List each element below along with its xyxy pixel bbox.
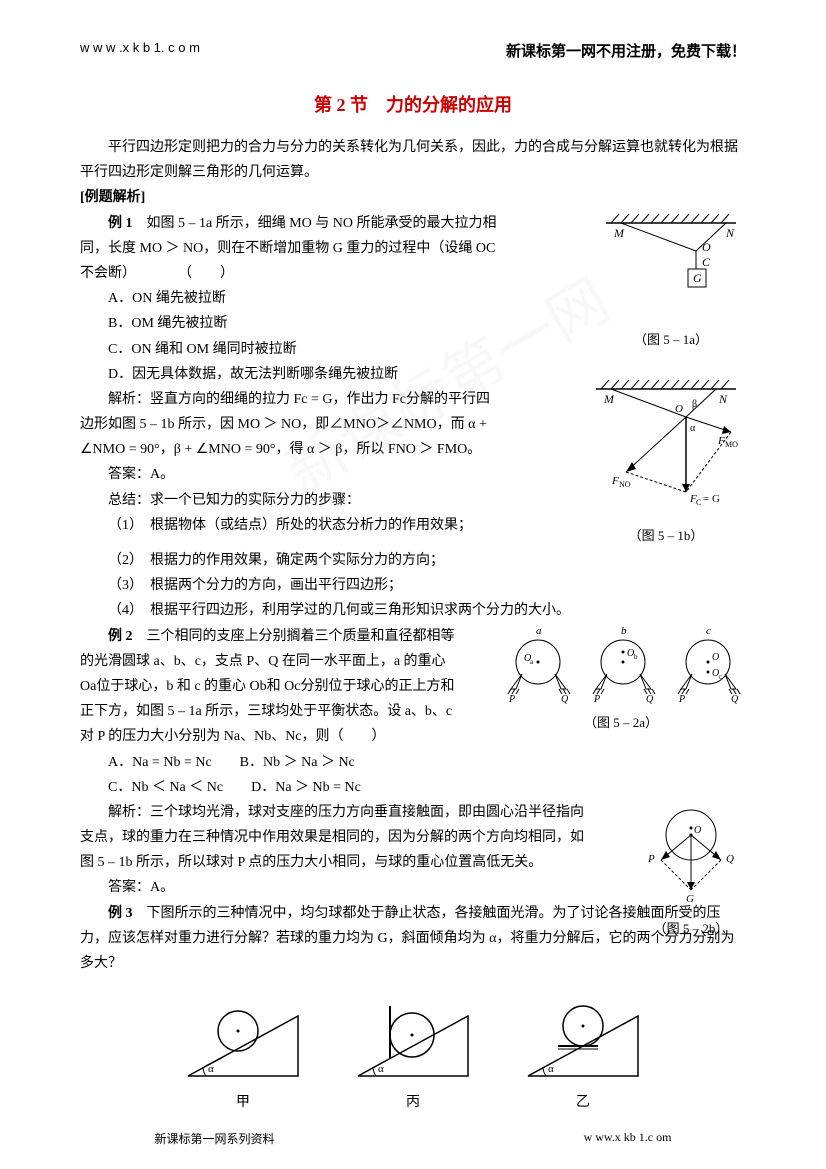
svg-text:α: α — [208, 1063, 214, 1075]
svg-text:C: C — [696, 498, 701, 507]
svg-text:G: G — [686, 893, 694, 905]
analysis-heading: [例题解析] — [80, 185, 746, 210]
svg-text:c: c — [706, 625, 711, 637]
diagram-yi-label: 乙 — [518, 1091, 648, 1111]
svg-text:α: α — [548, 1063, 554, 1075]
section-title: 第 2 节 力的分解的应用 — [80, 91, 746, 117]
footer-left: 新课标第一网系列资料 — [155, 1130, 275, 1147]
ex1-answer: 答案：A。 — [80, 462, 500, 487]
svg-text:Q: Q — [646, 694, 654, 704]
diagram-jia: α 甲 — [178, 996, 308, 1111]
ex1-step1: （1） 根据物体（或结点）所处的状态分析力的作用效果； — [80, 513, 500, 538]
figure-5-1b: M N O β α FMO FNO FC = G （图 5 – 1b） — [586, 377, 746, 544]
svg-text:α: α — [378, 1063, 384, 1075]
svg-text:α: α — [690, 423, 696, 434]
ex2-solution: 解析：三个球均光滑，球对支座的压力方向垂直接触面，即由圆心沿半径指向支点，球的重… — [80, 800, 590, 876]
ex3-diagrams: α 甲 α 丙 α 乙 — [80, 996, 746, 1111]
svg-text:F: F — [611, 475, 619, 487]
svg-text:C: C — [702, 255, 711, 269]
svg-text:MO: MO — [725, 440, 738, 449]
header-slogan: 新课标第一网不用注册，免费下载！ — [506, 40, 746, 61]
ex1-step2: （2） 根据力的作用效果，确定两个实际分力的方向； — [80, 548, 746, 573]
svg-text:b: b — [621, 625, 627, 637]
svg-text:P: P — [647, 853, 655, 865]
svg-text:N: N — [718, 392, 728, 406]
figure-5-2a: a Oa PQ b Ob PQ c O Oc — [496, 624, 746, 731]
example-1-block: M N O C G （图 5 – 1a） 例 1 如图 5 – 1a 所示，细绳… — [80, 211, 746, 387]
footer-right: w ww.x kb 1.c om — [584, 1130, 672, 1147]
svg-text:P: P — [593, 694, 600, 704]
ex2-options-row2: C．Nb ＜ Na ＜ Nc D．Na ＞ Nb = Nc — [80, 775, 746, 800]
svg-text:F: F — [717, 435, 725, 447]
fig-5-1b-label: （图 5 – 1b） — [586, 525, 746, 544]
ex2-question: 例 2 三个相同的支座上分别搁着三个质量和直径都相等的光滑圆球 a、b、c，支点… — [80, 624, 460, 750]
svg-text:M: M — [603, 392, 615, 406]
intro-paragraph: 平行四边形定则把力的合力与分力的关系转化为几何关系，因此，力的合成与分解运算也就… — [80, 135, 746, 185]
svg-text:Q: Q — [726, 853, 734, 865]
diagram-yi: α 乙 — [518, 996, 648, 1111]
ex2-options-row1: A．Na = Nb = Nc B．Nb ＞ Na ＞ Nc — [80, 750, 746, 775]
ex1-step3: （3） 根据两个分力的方向，画出平行四边形； — [80, 573, 746, 598]
fig-5-2a-label: （图 5 – 2a） — [496, 712, 746, 731]
svg-text:O: O — [702, 240, 711, 254]
header-url: w w w .x k b 1. c o m — [80, 40, 200, 61]
svg-text:P: P — [508, 694, 515, 704]
svg-text:a: a — [536, 625, 542, 637]
diagram-bing-label: 丙 — [348, 1091, 478, 1111]
fig-5-2b-label: （图 5 – 2b） — [636, 918, 746, 937]
svg-text:N: N — [725, 226, 735, 240]
svg-text:P: P — [678, 694, 685, 704]
example-2-solution: O P Q G （图 5 – 2b） 解析：三个球均光滑，球对支座的压力方向垂直… — [80, 800, 746, 901]
svg-text:O: O — [694, 825, 701, 836]
svg-text:O: O — [712, 652, 719, 663]
ex1-question: 例 1 如图 5 – 1a 所示，细绳 MO 与 NO 所能承受的最大拉力相同，… — [80, 211, 500, 287]
diagram-bing: α 丙 — [348, 996, 478, 1111]
example-2-block: a Oa PQ b Ob PQ c O Oc — [80, 624, 746, 800]
svg-text:= G: = G — [703, 493, 720, 505]
diagram-jia-label: 甲 — [178, 1091, 308, 1111]
svg-text:Q: Q — [731, 694, 739, 704]
svg-text:a: a — [530, 658, 534, 666]
svg-text:c: c — [719, 673, 722, 681]
svg-text:b: b — [634, 653, 638, 661]
ex1-step4: （4） 根据平行四边形，利用学过的几何或三角形知识求两个分力的大小。 — [80, 598, 746, 623]
example-1-solution: M N O β α FMO FNO FC = G （图 5 – 1b） 解析：竖… — [80, 387, 746, 538]
ex1-solution: 解析：竖直方向的细绳的拉力 Fc = G，作出力 Fc分解的平行四边形如图 5 … — [80, 387, 500, 463]
fig-5-1a-label: （图 5 – 1a） — [596, 329, 746, 348]
ex3-label: 例 3 — [108, 906, 133, 921]
ex2-label: 例 2 — [108, 629, 133, 644]
svg-text:O: O — [675, 403, 683, 415]
figure-5-2b: O P Q G （图 5 – 2b） — [636, 800, 746, 937]
svg-text:β: β — [692, 399, 697, 410]
svg-text:NO: NO — [619, 480, 631, 489]
svg-text:Q: Q — [561, 694, 569, 704]
page-footer: 新课标第一网系列资料 w ww.x kb 1.c om — [0, 1130, 826, 1147]
page-header: w w w .x k b 1. c o m 新课标第一网不用注册，免费下载！ — [80, 40, 746, 61]
svg-text:M: M — [613, 226, 625, 240]
svg-text:G: G — [693, 271, 702, 285]
ex1-summary: 总结：求一个已知力的实际分力的步骤： — [80, 488, 500, 513]
ex1-label: 例 1 — [108, 216, 133, 231]
figure-5-1a: M N O C G （图 5 – 1a） — [596, 211, 746, 348]
